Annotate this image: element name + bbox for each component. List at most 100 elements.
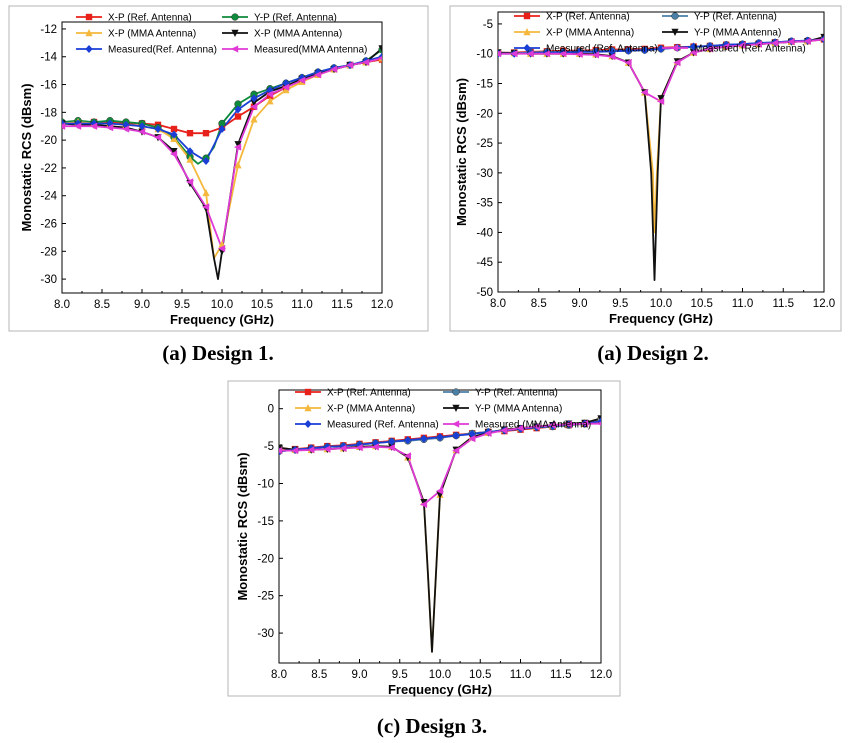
series-line — [279, 417, 601, 653]
data-point — [304, 388, 312, 396]
y-axis-label: Monostatic RCS (dBsm) — [19, 83, 34, 231]
data-point — [452, 404, 460, 412]
data-point — [510, 50, 518, 58]
data-point — [608, 53, 616, 61]
data-point — [419, 500, 428, 509]
data-point — [266, 97, 274, 105]
data-point — [378, 56, 382, 61]
data-point — [154, 125, 162, 134]
chart-design-1: 8.0 8.5 9.0 9.5 10.0 10.5 11.0 11.5 12.0 -30 -28 -2… — [19, 13, 393, 328]
y-tick-label: -10 — [257, 478, 274, 490]
data-point — [420, 434, 428, 443]
x-tick-label: 10.0 — [211, 299, 233, 311]
data-point — [362, 58, 370, 66]
data-point — [624, 46, 632, 55]
data-point — [346, 61, 354, 69]
y-tick-label: -14 — [40, 52, 57, 64]
data-point — [186, 178, 194, 186]
data-point — [85, 45, 93, 53]
data-point — [138, 122, 146, 131]
panel-frame — [8, 5, 429, 332]
data-point — [170, 130, 178, 139]
y-tick-label: -45 — [476, 257, 493, 269]
y-tick-label: -18 — [40, 107, 57, 119]
legend-label: X-P (Ref. Antenna) — [108, 13, 192, 24]
x-tick-label: 9.0 — [572, 298, 588, 310]
legend-label: Y-P (Ref. Antenna) — [254, 13, 337, 24]
data-point — [403, 452, 411, 460]
data-point — [234, 141, 242, 149]
data-point — [202, 203, 210, 211]
y-tick-label: -15 — [476, 78, 493, 90]
data-point — [564, 420, 572, 429]
data-point — [452, 420, 460, 428]
x-tick-label: 12.0 — [590, 669, 612, 681]
series-group — [62, 45, 382, 281]
panel-caption: (a) Design 1. — [162, 341, 273, 365]
data-point — [330, 65, 338, 73]
x-tick-label: 8.5 — [311, 669, 327, 681]
data-point — [314, 71, 322, 79]
data-point — [231, 13, 239, 21]
panel-frame — [449, 5, 842, 332]
data-point — [234, 105, 242, 114]
x-tick-label: 12.0 — [371, 299, 393, 311]
data-point — [186, 155, 194, 163]
data-point — [671, 28, 679, 36]
data-point — [787, 38, 795, 46]
data-point — [74, 119, 82, 128]
legend-label: X-P (Ref. Antenna) — [546, 12, 630, 23]
data-point — [657, 97, 665, 105]
x-tick-label: 9.5 — [174, 299, 190, 311]
x-tick-label: 8.5 — [531, 298, 547, 310]
legend-label: Y-P (MMA Antenna) — [694, 28, 781, 39]
data-point — [231, 45, 239, 53]
data-point — [523, 28, 531, 36]
y-tick-label: -5 — [264, 441, 274, 453]
data-point — [186, 147, 194, 156]
legend-label: X-P (Ref. Antenna) — [327, 388, 411, 399]
x-tick-label: 10.5 — [251, 299, 273, 311]
data-point — [266, 90, 274, 98]
x-tick-label: 8.0 — [271, 669, 287, 681]
legend-label: X-P (MMA Antenna) — [546, 28, 634, 39]
data-point — [754, 40, 762, 48]
x-tick-label: 11.0 — [732, 298, 754, 310]
data-point — [580, 420, 589, 428]
y-tick-label: -22 — [40, 163, 57, 175]
y-axis-label: Monostatic RCS (dBsm) — [235, 452, 250, 600]
legend-label: Measured(Ref. Antenna) — [108, 45, 217, 56]
data-point — [803, 37, 811, 45]
data-point — [62, 122, 66, 130]
x-tick-label: 8.5 — [94, 299, 110, 311]
legend-label: Y-P (Ref. Antenna) — [694, 12, 777, 23]
x-tick-label: 11.0 — [510, 669, 532, 681]
data-point — [234, 113, 242, 120]
panel-caption: (c) Design 3. — [377, 714, 487, 738]
x-tick-label: 9.0 — [134, 299, 150, 311]
legend-label: X-P (MMA Antenna) — [108, 29, 196, 40]
x-tick-label: 10.5 — [469, 669, 491, 681]
chart-design-2: 8.0 8.5 9.0 9.5 10.0 10.5 11.0 11.5 12.0 -50 -45 -4… — [454, 11, 835, 326]
legend-label: Measured (Ref. Antenna) — [694, 44, 806, 55]
data-point — [106, 124, 114, 132]
data-point — [498, 50, 502, 58]
data-point — [526, 50, 534, 58]
y-tick-label: -5 — [483, 19, 493, 31]
data-point — [186, 129, 194, 137]
y-tick-label: -30 — [257, 628, 274, 640]
legend-label: Measured (MMA Antenna) — [475, 420, 591, 431]
legend: X-P (Ref. Antenna) Y-P (Ref. Antenna) X-P … — [76, 13, 367, 56]
data-point — [387, 443, 395, 452]
x-axis-label: Frequency (GHz) — [170, 312, 274, 327]
data-point — [85, 29, 93, 37]
series-line — [498, 36, 824, 282]
data-point — [436, 487, 444, 495]
data-point — [122, 125, 130, 133]
data-point — [378, 45, 382, 53]
data-point — [641, 46, 649, 55]
data-point — [291, 446, 299, 455]
data-point — [170, 148, 178, 156]
data-point — [307, 446, 315, 454]
data-point — [673, 59, 681, 67]
